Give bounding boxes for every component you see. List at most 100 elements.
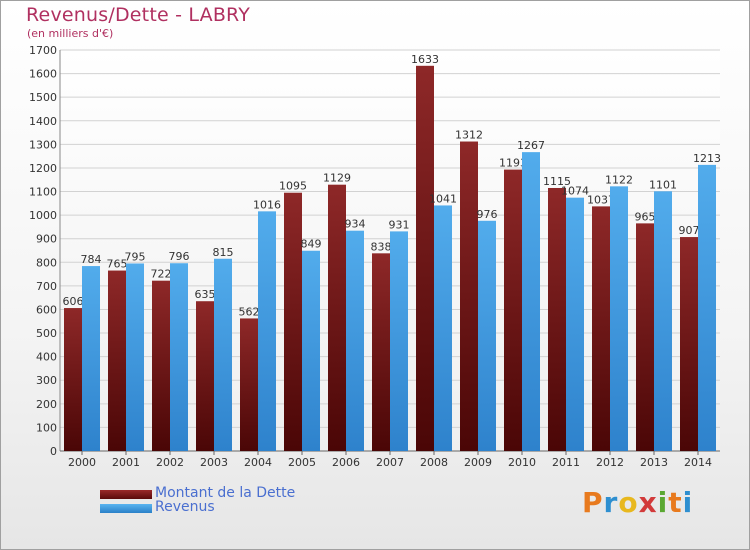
- data-label-revenue: 976: [477, 208, 498, 221]
- bar-debt: [636, 223, 654, 451]
- bar-debt: [548, 187, 566, 451]
- bar-debt: [460, 141, 478, 452]
- legend-swatch-debt: [100, 490, 152, 499]
- bar-revenue: [566, 197, 584, 451]
- bar-debt: [592, 206, 610, 451]
- y-tick-label: 900: [36, 233, 57, 246]
- x-tick-label: 2004: [244, 456, 272, 469]
- y-tick-label: 500: [36, 327, 57, 340]
- logo-letter: t: [668, 486, 683, 519]
- data-label-debt: 1095: [279, 180, 307, 193]
- bar-debt: [680, 237, 698, 451]
- bar-debt: [372, 253, 390, 451]
- data-label-debt: 1115: [543, 175, 571, 188]
- data-label-revenue: 815: [213, 246, 234, 259]
- data-label-debt: 765: [107, 258, 128, 271]
- bar-revenue: [302, 250, 320, 451]
- logo-letter: i: [682, 486, 694, 519]
- chart-title: Revenus/Dette - LABRY: [26, 4, 251, 26]
- x-tick-label: 2012: [596, 456, 624, 469]
- bar-debt: [196, 301, 214, 451]
- data-label-revenue: 1101: [649, 178, 677, 191]
- bar-revenue: [258, 211, 276, 451]
- data-label-debt: 606: [63, 295, 84, 308]
- legend-swatch-revenue: [100, 504, 152, 513]
- logo-letter: P: [582, 486, 604, 519]
- data-label-debt: 1129: [323, 172, 351, 185]
- data-label-revenue: 784: [81, 253, 102, 266]
- data-label-revenue: 1074: [561, 185, 589, 198]
- bar-debt: [284, 192, 302, 452]
- y-tick-label: 1700: [29, 44, 57, 57]
- bar-revenue: [82, 266, 100, 451]
- y-tick-label: 1600: [29, 68, 57, 81]
- bar-revenue: [346, 230, 364, 451]
- bar-debt: [64, 308, 82, 451]
- bar-revenue: [390, 231, 408, 451]
- data-label-debt: 838: [371, 240, 392, 253]
- logo-letter: i: [657, 486, 669, 519]
- proxiti-logo: Proxiti: [582, 486, 693, 519]
- y-tick-label: 200: [36, 398, 57, 411]
- logo-letter: x: [638, 486, 658, 519]
- bar-revenue: [214, 258, 232, 451]
- x-tick-label: 2010: [508, 456, 536, 469]
- data-label-revenue: 1016: [253, 198, 281, 211]
- data-label-debt: 562: [239, 305, 260, 318]
- x-tick-label: 2014: [684, 456, 712, 469]
- bar-debt: [108, 270, 126, 451]
- data-label-debt: 965: [635, 210, 656, 223]
- data-label-revenue: 1267: [517, 139, 545, 152]
- x-tick-label: 2007: [376, 456, 404, 469]
- bar-debt: [416, 65, 434, 452]
- data-label-revenue: 849: [301, 238, 322, 251]
- y-tick-label: 700: [36, 280, 57, 293]
- data-label-revenue: 796: [169, 250, 190, 263]
- y-tick-label: 300: [36, 374, 57, 387]
- data-label-revenue: 931: [389, 218, 410, 231]
- legend-label-debt: Montant de la Dette: [155, 485, 296, 501]
- y-tick-label: 1500: [29, 91, 57, 104]
- y-tick-label: 0: [50, 445, 57, 458]
- logo-letter: o: [618, 486, 639, 519]
- data-label-revenue: 1213: [693, 152, 721, 165]
- x-tick-label: 2008: [420, 456, 448, 469]
- bar-revenue: [610, 186, 628, 451]
- bar-revenue: [654, 191, 672, 452]
- x-tick-label: 2013: [640, 456, 668, 469]
- bar-revenue: [698, 164, 716, 452]
- y-tick-label: 1300: [29, 138, 57, 151]
- x-tick-label: 2011: [552, 456, 580, 469]
- x-tick-label: 2000: [68, 456, 96, 469]
- data-label-revenue: 1041: [429, 192, 457, 205]
- data-label-debt: 722: [151, 268, 172, 281]
- y-tick-label: 800: [36, 256, 57, 269]
- y-tick-label: 1000: [29, 209, 57, 222]
- data-label-debt: 635: [195, 288, 216, 301]
- y-tick-label: 1200: [29, 162, 57, 175]
- bar-debt: [240, 318, 258, 451]
- data-label-revenue: 795: [125, 250, 146, 263]
- y-tick-label: 1100: [29, 186, 57, 199]
- data-label-debt: 1633: [411, 53, 439, 66]
- bar-debt: [152, 280, 170, 451]
- y-tick-label: 600: [36, 303, 57, 316]
- y-tick-label: 400: [36, 351, 57, 364]
- data-label-revenue: 1122: [605, 173, 633, 186]
- x-tick-label: 2006: [332, 456, 360, 469]
- logo-letter: r: [603, 486, 619, 519]
- bar-debt: [504, 169, 522, 451]
- legend-label-revenue: Revenus: [155, 499, 215, 515]
- data-label-debt: 907: [679, 224, 700, 237]
- chart-subtitle: (en milliers d'€): [27, 27, 114, 40]
- data-label-revenue: 934: [345, 218, 366, 231]
- x-tick-label: 2005: [288, 456, 316, 469]
- x-tick-label: 2009: [464, 456, 492, 469]
- x-tick-label: 2001: [112, 456, 140, 469]
- x-tick-label: 2002: [156, 456, 184, 469]
- data-label-debt: 1312: [455, 129, 483, 142]
- y-tick-label: 1400: [29, 115, 57, 128]
- bar-revenue: [434, 205, 452, 451]
- data-label-debt: 1037: [587, 193, 615, 206]
